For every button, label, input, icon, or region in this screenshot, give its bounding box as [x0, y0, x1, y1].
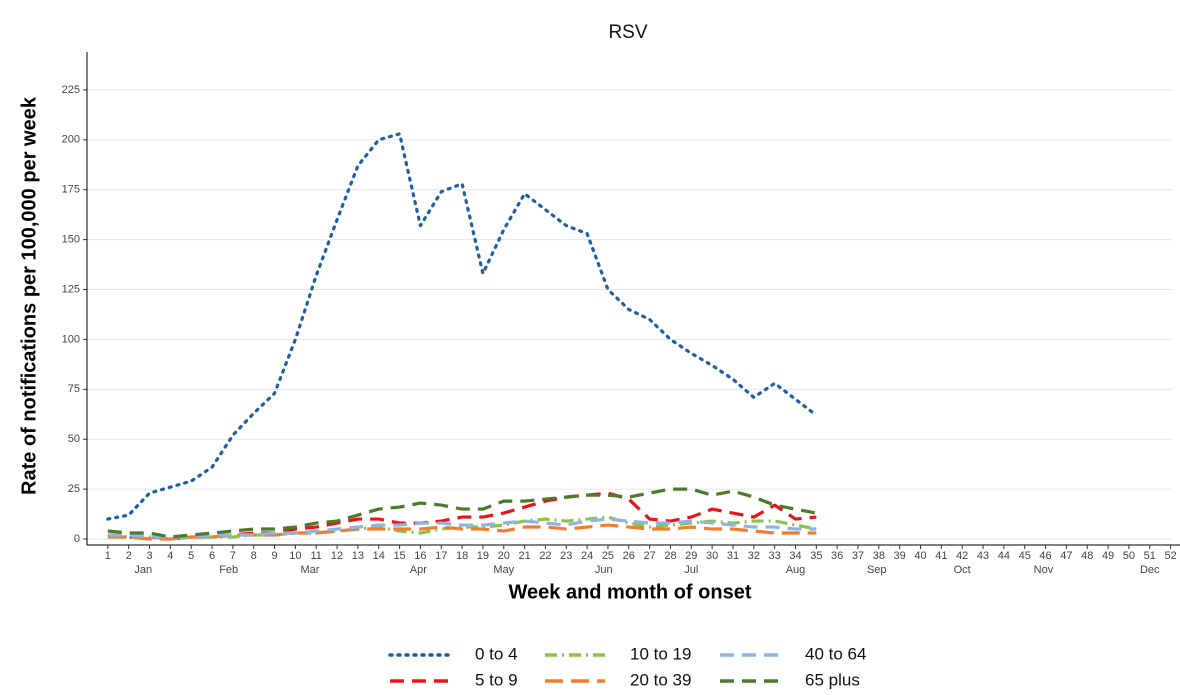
x-axis-title: Week and month of onset	[509, 581, 752, 603]
legend-label: 65 plus	[805, 670, 860, 689]
month-label: Aug	[786, 564, 806, 576]
month-label: Dec	[1140, 564, 1160, 576]
month-label: Jan	[134, 564, 152, 576]
y-tick-label: 25	[68, 483, 80, 495]
chart-title: RSV	[608, 22, 647, 43]
x-tick-label: 23	[560, 550, 572, 562]
x-tick-label: 10	[289, 550, 301, 562]
x-tick-label: 3	[146, 550, 152, 562]
month-label: May	[493, 564, 514, 576]
x-tick-label: 42	[956, 550, 968, 562]
x-tick-label: 36	[831, 550, 843, 562]
legend-label: 10 to 19	[630, 644, 691, 663]
x-tick-label: 20	[498, 550, 510, 562]
y-tick-label: 125	[62, 283, 80, 295]
x-tick-label: 41	[935, 550, 947, 562]
month-label: Nov	[1034, 564, 1054, 576]
x-tick-label: 34	[789, 550, 801, 562]
line	[107, 517, 817, 539]
x-tick-label: 5	[188, 550, 194, 562]
x-tick-label: 17	[435, 550, 447, 562]
x-tick-label: 19	[477, 550, 489, 562]
y-tick-label: 175	[62, 184, 80, 196]
x-tick-label: 27	[644, 550, 656, 562]
x-tick-label: 1	[105, 550, 111, 562]
x-tick-label: 26	[623, 550, 635, 562]
x-tick-label: 12	[331, 550, 343, 562]
x-tick-label: 21	[518, 550, 530, 562]
y-tick-label: 0	[74, 533, 80, 545]
x-tick-label: 8	[251, 550, 257, 562]
month-label: Mar	[300, 564, 319, 576]
y-axis-title: Rate of notifications per 100,000 per we…	[18, 96, 40, 495]
y-tick-label: 75	[68, 383, 80, 395]
x-tick-label: 32	[748, 550, 760, 562]
x-tick-label: 22	[539, 550, 551, 562]
x-tick-label: 25	[602, 550, 614, 562]
x-tick-label: 2	[126, 550, 132, 562]
x-tick-label: 11	[311, 550, 322, 562]
x-tick-label: 18	[456, 550, 468, 562]
y-tick-label: 100	[62, 333, 80, 345]
line	[107, 491, 817, 541]
x-tick-label: 7	[230, 550, 236, 562]
y-tick-label: 225	[62, 84, 80, 96]
x-tick-label: 15	[393, 550, 405, 562]
x-tick-label: 50	[1123, 550, 1135, 562]
month-label: Oct	[954, 564, 971, 576]
month-label: Jun	[595, 564, 613, 576]
x-tick-label: 49	[1102, 550, 1114, 562]
x-tick-label: 30	[706, 550, 718, 562]
x-tick-label: 13	[352, 550, 364, 562]
x-tick-label: 38	[873, 550, 885, 562]
legend-label: 20 to 39	[630, 670, 691, 689]
line	[107, 515, 817, 541]
x-tick-label: 44	[998, 550, 1010, 562]
legend-label: 5 to 9	[475, 670, 518, 689]
x-tick-label: 37	[852, 550, 864, 562]
month-label: Feb	[219, 564, 238, 576]
x-tick-label: 51	[1144, 550, 1156, 562]
legend-label: 0 to 4	[475, 644, 518, 663]
x-tick-label: 39	[894, 550, 906, 562]
x-tick-label: 28	[664, 550, 676, 562]
x-tick-label: 6	[209, 550, 215, 562]
x-tick-label: 35	[810, 550, 822, 562]
month-label: Apr	[410, 564, 427, 576]
x-tick-label: 29	[685, 550, 697, 562]
x-tick-label: 31	[727, 550, 739, 562]
x-tick-label: 33	[769, 550, 781, 562]
y-tick-label: 150	[62, 234, 80, 246]
x-tick-label: 45	[1019, 550, 1031, 562]
y-tick-label: 50	[68, 433, 80, 445]
line	[107, 523, 817, 541]
legend-label: 40 to 64	[805, 644, 866, 663]
line	[107, 487, 817, 539]
x-tick-label: 46	[1039, 550, 1051, 562]
x-tick-label: 14	[373, 550, 385, 562]
x-tick-label: 40	[914, 550, 926, 562]
x-tick-label: 4	[167, 550, 173, 562]
x-tick-label: 16	[414, 550, 426, 562]
line	[106, 132, 818, 521]
x-tick-label: 43	[977, 550, 989, 562]
x-tick-label: 47	[1060, 550, 1072, 562]
month-label: Sep	[867, 564, 887, 576]
x-tick-label: 48	[1081, 550, 1093, 562]
month-label: Jul	[684, 564, 698, 576]
x-tick-label: 52	[1164, 550, 1176, 562]
x-tick-label: 24	[581, 550, 593, 562]
y-tick-label: 200	[62, 134, 80, 146]
x-tick-label: 9	[271, 550, 277, 562]
